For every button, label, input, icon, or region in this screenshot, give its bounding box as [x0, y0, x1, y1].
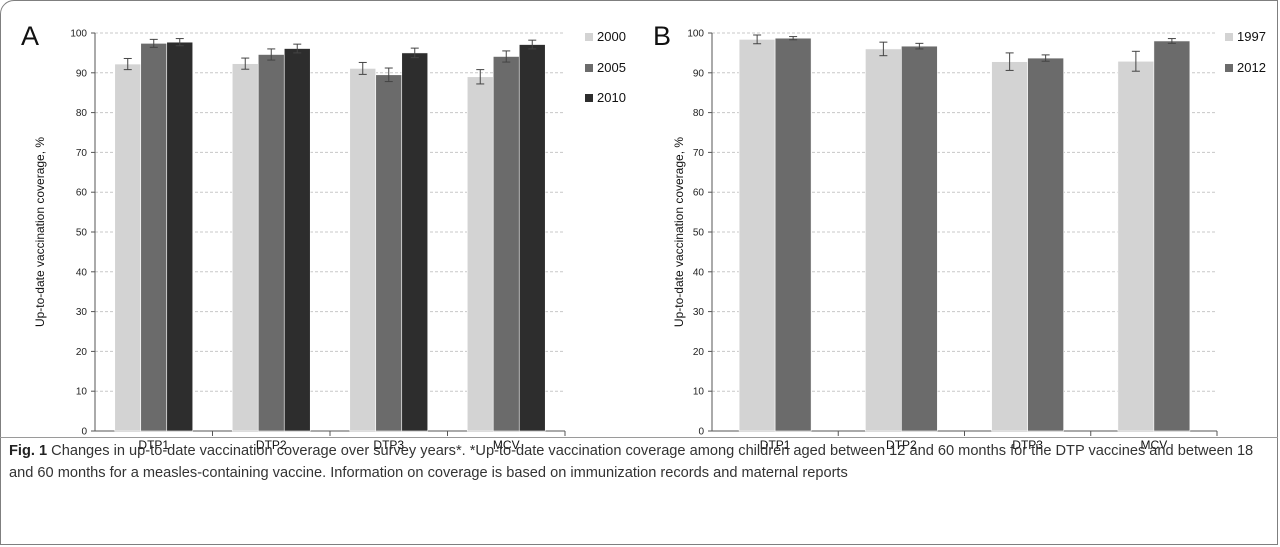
y-tick-label: 60: [693, 188, 705, 199]
x-tick-label: MCV: [493, 438, 520, 452]
y-tick-label: 40: [693, 267, 705, 278]
y-tick-label: 80: [76, 108, 88, 119]
bar-1997-dtp2: [865, 48, 902, 432]
legend-label-2000: 2000: [597, 29, 626, 44]
y-tick-label: 90: [76, 68, 88, 79]
bar-1997-mcv: [1117, 60, 1155, 432]
legend-label-2005: 2005: [597, 60, 626, 75]
x-tick-label: MCV: [1141, 438, 1168, 452]
bar-2005-dtp1: [140, 43, 168, 432]
bar-2012-dtp3: [1027, 57, 1064, 432]
y-tick-label: 10: [693, 387, 705, 398]
y-tick-label: 10: [76, 387, 88, 398]
y-tick-label: 100: [70, 29, 87, 40]
chart-panel-b: B 0 10 20 30 40 50 60 70 80 90 100 Up-to-date vaccin…: [653, 21, 1266, 452]
panel-label: B: [653, 21, 671, 51]
panel-label: A: [21, 21, 39, 51]
legend-label-2012: 2012: [1237, 60, 1266, 75]
x-tick-label: DTP1: [138, 438, 169, 452]
x-tick-label: DTP3: [1012, 438, 1043, 452]
bar-2010-mcv: [518, 44, 546, 432]
y-axis-label: Up-to-date vaccination coverage, %: [33, 137, 47, 327]
y-tick-label: 100: [687, 29, 704, 40]
figure-caption: Fig. 1 Changes in up-to-date vaccination…: [9, 440, 1271, 484]
bar-2010-dtp2: [283, 48, 311, 432]
y-tick-label: 70: [693, 148, 705, 159]
bar-2012-dtp1: [774, 37, 812, 432]
bar-2000-dtp1: [114, 63, 142, 432]
legend-label-2010: 2010: [597, 90, 626, 105]
x-tick-label: DTP1: [760, 438, 791, 452]
x-tick-label: DTP2: [886, 438, 917, 452]
caption-divider: [0, 437, 1278, 438]
y-tick-label: 30: [76, 307, 88, 318]
y-tick-label: 70: [76, 148, 88, 159]
y-tick-label: 50: [76, 228, 88, 239]
bar-2000-dtp2: [231, 63, 259, 432]
y-axis-label: Up-to-date vaccination coverage, %: [672, 137, 686, 327]
y-tick-label: 90: [693, 68, 705, 79]
bar-2012-mcv: [1153, 40, 1191, 432]
bar-2010-dtp1: [166, 41, 194, 432]
y-tick-label: 20: [76, 347, 88, 358]
y-tick-label: 60: [76, 188, 88, 199]
bar-2000-dtp3: [349, 68, 377, 432]
y-tick-label: 0: [81, 427, 87, 438]
caption-text: Changes in up-to-date vaccination covera…: [9, 443, 1254, 481]
bar-2000-mcv: [466, 76, 494, 432]
x-tick-label: DTP2: [256, 438, 287, 452]
legend-swatch-1997: [1225, 33, 1233, 41]
chart-panel-a: A 0 10 20 30 40 50 60 70 80 90 100 Up-to-date vaccin…: [21, 21, 626, 452]
x-tick-label: DTP3: [373, 438, 404, 452]
bar-2005-dtp2: [257, 54, 285, 432]
bar-2005-mcv: [492, 56, 520, 432]
legend-swatch-2010: [585, 94, 593, 102]
bar-1997-dtp3: [991, 61, 1028, 432]
bar-1997-dtp1: [738, 39, 776, 432]
y-tick-label: 0: [698, 427, 704, 438]
y-tick-label: 20: [693, 347, 705, 358]
y-tick-label: 30: [693, 307, 705, 318]
y-tick-label: 40: [76, 267, 88, 278]
legend-label-1997: 1997: [1237, 29, 1266, 44]
y-tick-label: 50: [693, 228, 705, 239]
y-tick-label: 80: [693, 108, 705, 119]
legend-swatch-2005: [585, 64, 593, 72]
legend-swatch-2000: [585, 33, 593, 41]
bar-2010-dtp3: [401, 52, 429, 432]
caption-label: Fig. 1: [9, 443, 48, 459]
bar-2005-dtp3: [375, 74, 403, 432]
legend-swatch-2012: [1225, 64, 1233, 72]
bar-2012-dtp2: [901, 45, 938, 432]
